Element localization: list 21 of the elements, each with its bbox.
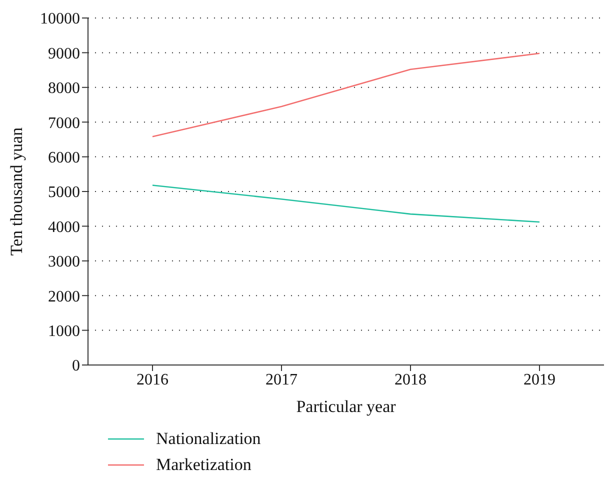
legend-label: Nationalization (156, 429, 261, 449)
x-axis-title: Particular year (296, 397, 396, 416)
y-tick-label: 4000 (48, 218, 80, 236)
y-tick-label: 0 (72, 358, 80, 375)
legend-label: Marketization (156, 455, 252, 475)
y-tick-label: 2000 (48, 288, 80, 306)
y-tick-label: 6000 (48, 149, 80, 166)
line-series (152, 52, 540, 138)
y-tick-label: 3000 (48, 254, 80, 271)
y-tick-label: 7000 (48, 114, 80, 132)
y-tick-label: 1000 (48, 322, 80, 340)
y-axis-title: Ten thousand yuan (7, 126, 26, 256)
x-tick-label: 2018 (394, 371, 426, 388)
x-tick-label: 2017 (266, 371, 298, 388)
y-tick-label: 8000 (48, 80, 80, 98)
y-tick-label: 10000 (40, 10, 80, 28)
y-tick-label: 5000 (48, 184, 80, 202)
y-tick-label: 9000 (48, 45, 80, 62)
x-tick-label: 2016 (136, 371, 168, 388)
line-series (152, 184, 540, 223)
x-tick-label: 2019 (524, 371, 556, 388)
